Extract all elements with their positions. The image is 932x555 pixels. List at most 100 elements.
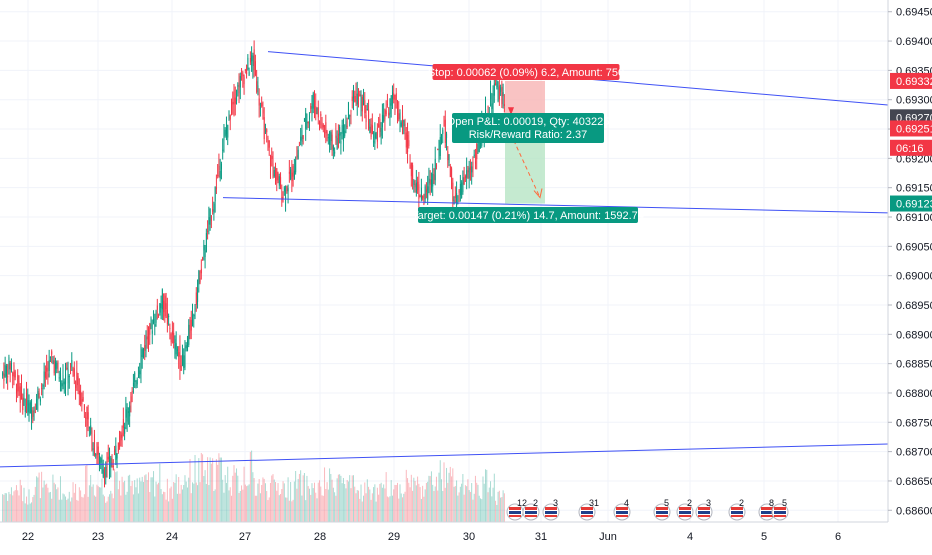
volume-bar xyxy=(188,477,190,522)
volume-bar xyxy=(334,492,336,522)
candle-body xyxy=(171,330,173,335)
position-layer[interactable]: Stop: 0.00062 (0.09%) 6.2, Amount: 750 Op… xyxy=(412,64,644,223)
volume-bar xyxy=(311,483,313,522)
volume-bar xyxy=(296,488,298,522)
volume-bar xyxy=(485,469,487,522)
candle-body xyxy=(238,83,240,94)
candle-body xyxy=(8,357,10,370)
volume-bar xyxy=(100,487,102,522)
volume-bar xyxy=(33,494,35,522)
candle-body xyxy=(451,168,453,190)
candle-body xyxy=(359,94,361,97)
candle-layer xyxy=(2,40,505,488)
flag-stripe xyxy=(616,507,628,510)
candle-body xyxy=(164,295,166,317)
volume-bar xyxy=(114,468,116,522)
candle-body xyxy=(217,174,219,176)
volume-bar xyxy=(141,476,143,522)
candle-body xyxy=(306,121,308,124)
volume-bar xyxy=(264,483,266,522)
event-marker[interactable]: 31 xyxy=(578,498,599,521)
candle-body xyxy=(258,98,260,106)
volume-bar xyxy=(478,495,480,522)
event-marker[interactable]: 5 xyxy=(771,498,789,521)
candle-body xyxy=(12,372,14,377)
candle-body xyxy=(136,379,138,385)
flag-stripe xyxy=(545,515,557,517)
candle-body xyxy=(380,127,382,136)
volume-bar xyxy=(117,489,119,522)
candle-body xyxy=(135,384,137,386)
volume-bar xyxy=(168,501,170,522)
candle-body xyxy=(257,85,259,89)
price-tick-label: 0.68850 xyxy=(896,359,932,371)
volume-bar xyxy=(273,479,275,522)
candle-body xyxy=(200,268,202,274)
event-marker[interactable]: 2 xyxy=(676,498,694,521)
event-marker[interactable]: 5 xyxy=(653,498,671,521)
candle-body xyxy=(169,327,171,329)
volume-bar xyxy=(127,475,129,522)
trendline-layer[interactable] xyxy=(0,51,889,468)
candle-body xyxy=(44,371,46,378)
volume-bar xyxy=(446,467,448,522)
volume-bar xyxy=(230,495,232,522)
volume-bar xyxy=(109,494,111,522)
candle-body xyxy=(145,337,147,348)
candle-body xyxy=(389,103,391,114)
candle-body xyxy=(458,190,460,193)
candle-body xyxy=(180,365,182,371)
flag-stripe xyxy=(581,515,593,517)
candle-body xyxy=(36,399,38,410)
candle-body xyxy=(165,303,167,310)
event-count: 3 xyxy=(706,498,711,508)
candle-body xyxy=(41,387,43,389)
candle-body xyxy=(334,151,336,154)
event-count: 8 xyxy=(769,498,774,508)
event-marker[interactable]: 3 xyxy=(695,498,713,521)
volume-bar xyxy=(63,494,65,522)
candle-body xyxy=(296,155,298,157)
candle-body xyxy=(13,365,15,378)
trendline[interactable] xyxy=(0,443,889,468)
volume-bar xyxy=(454,486,456,522)
event-marker[interactable]: 8 xyxy=(758,498,776,521)
volume-bar xyxy=(190,493,192,522)
volume-bar xyxy=(439,460,441,522)
candle-body xyxy=(309,115,311,120)
volume-bar xyxy=(319,480,321,522)
volume-bar xyxy=(383,484,385,522)
event-layer[interactable]: 12 2 3 31 4 5 2 3 2 8 5 xyxy=(506,498,789,521)
candle-body xyxy=(433,174,435,181)
flag-stripe xyxy=(698,507,710,510)
volume-bar xyxy=(29,503,31,522)
stop-label[interactable]: Stop: 0.00062 (0.09%) 6.2, Amount: 750 xyxy=(428,64,624,80)
candle-body xyxy=(205,233,207,253)
volume-bar xyxy=(447,482,449,522)
candle-body xyxy=(275,166,277,184)
candle-body xyxy=(351,96,353,102)
volume-bar xyxy=(268,497,270,522)
candle-body xyxy=(422,195,424,199)
event-marker[interactable]: 2 xyxy=(522,498,540,521)
target-label[interactable]: Target: 0.00147 (0.21%) 14.7, Amount: 15… xyxy=(412,207,644,223)
candle-body xyxy=(143,348,145,358)
volume-bar xyxy=(461,483,463,522)
volume-bar xyxy=(335,495,337,522)
candle-body xyxy=(386,103,388,105)
candle-body xyxy=(329,132,331,146)
volume-bar xyxy=(82,497,84,522)
event-marker[interactable]: 4 xyxy=(613,498,631,521)
volume-bar xyxy=(295,471,297,522)
event-marker[interactable]: 2 xyxy=(728,498,746,521)
candle-body xyxy=(345,121,347,130)
volume-bar xyxy=(53,482,55,522)
volume-bar xyxy=(366,479,368,522)
volume-bar xyxy=(368,486,370,522)
trendline[interactable] xyxy=(222,197,889,214)
pnl-label[interactable]: Open P&L: 0.00019, Qty: 403225Risk/Rewar… xyxy=(447,113,610,143)
event-marker[interactable]: 3 xyxy=(542,498,560,521)
volume-bar xyxy=(399,484,401,522)
